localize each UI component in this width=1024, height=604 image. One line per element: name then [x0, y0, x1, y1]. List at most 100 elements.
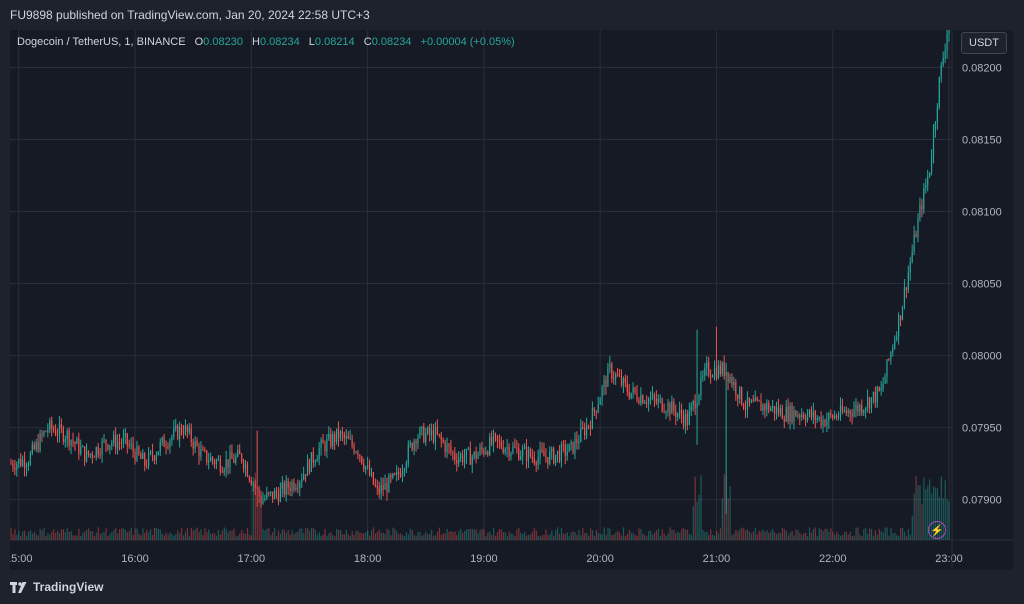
volume-bar: [582, 528, 583, 540]
volume-bar: [708, 535, 709, 540]
volume-bar: [71, 531, 72, 540]
volume-bar: [51, 532, 52, 540]
candle-body: [757, 398, 758, 400]
candle-body: [237, 450, 238, 456]
volume-bar: [507, 536, 508, 540]
candle-body: [412, 443, 413, 450]
x-tick-label: 20:00: [586, 553, 614, 565]
volume-bar: [472, 529, 473, 540]
candle-body: [733, 382, 734, 385]
candle-body: [664, 411, 665, 412]
candle-body: [898, 315, 899, 336]
currency-button[interactable]: USDT: [961, 32, 1007, 54]
candle-body: [417, 437, 418, 443]
volume-bar: [609, 529, 610, 540]
candle-body: [185, 425, 186, 433]
candle-body: [330, 434, 331, 446]
volume-bar: [526, 535, 527, 540]
volume-bar: [739, 529, 740, 540]
candle-body: [202, 449, 203, 450]
candle-body: [450, 447, 451, 452]
candle-body: [739, 387, 740, 399]
volume-bar: [751, 533, 752, 540]
lightning-icon[interactable]: ⚡: [928, 521, 946, 539]
candle-body: [813, 411, 814, 417]
candle-body: [945, 50, 946, 58]
y-tick-label: 0.07900: [962, 495, 1002, 507]
price-chart[interactable]: 0.08200 0.08150 0.08100 0.08050 0.08000 0.079…: [10, 30, 1013, 570]
volume-bar: [158, 529, 159, 540]
candle-body: [61, 424, 62, 429]
volume-bar: [342, 534, 343, 540]
candle-body: [379, 487, 380, 493]
candle-body: [939, 77, 940, 107]
candle-body: [520, 456, 521, 459]
candle-body: [127, 434, 128, 446]
volume-bar: [532, 532, 533, 540]
candle-body: [729, 377, 730, 382]
volume-bar: [671, 530, 672, 540]
candle-body: [119, 442, 120, 443]
candle-body: [173, 428, 174, 436]
volume-bar: [759, 531, 760, 540]
candle-body: [101, 441, 102, 455]
candle-body: [603, 380, 604, 387]
volume-bar: [14, 529, 15, 540]
candle-body: [910, 262, 911, 272]
volume-bar: [509, 532, 510, 540]
volume-bar: [406, 532, 407, 540]
candle-body: [342, 432, 343, 434]
candle-body: [906, 287, 907, 290]
volume-bar: [98, 527, 99, 540]
volume-bar: [38, 536, 39, 540]
candle-body: [838, 417, 839, 418]
volume-bar: [69, 532, 70, 540]
candle-body: [786, 407, 787, 421]
candle-body: [260, 496, 261, 504]
volume-bar: [166, 533, 167, 540]
candle-body: [710, 375, 711, 376]
candle-body: [415, 441, 416, 443]
candle-body: [665, 412, 666, 413]
candle-body: [142, 454, 143, 459]
volume-bar: [621, 536, 622, 540]
volume-bar: [171, 534, 172, 540]
candle-body: [737, 395, 738, 399]
volume-bar: [914, 493, 915, 540]
candle-body: [425, 433, 426, 442]
brand[interactable]: TradingView: [10, 580, 103, 594]
volume-bar: [167, 535, 168, 540]
symbol-title: Dogecoin / TetherUS, 1, BINANCE: [17, 36, 186, 48]
candle-body: [338, 428, 339, 438]
candle-body: [187, 425, 188, 431]
volume-bar: [912, 516, 913, 540]
volume-bar: [30, 530, 31, 540]
candle-body: [162, 437, 163, 442]
candle-body: [706, 363, 707, 368]
volume-bar: [757, 534, 758, 540]
volume-bar: [844, 532, 845, 540]
volume-bar: [722, 499, 723, 540]
volume-bar: [846, 531, 847, 540]
volume-bar: [257, 503, 258, 540]
candle-body: [206, 450, 207, 462]
candle-body: [514, 447, 515, 448]
candle-body: [189, 428, 190, 432]
candle-body: [570, 442, 571, 444]
volume-bar: [921, 504, 922, 540]
candle-body: [617, 374, 618, 376]
candle-body: [867, 398, 868, 408]
candle-body: [489, 437, 490, 455]
volume-bar: [795, 530, 796, 540]
volume-bar: [437, 532, 438, 540]
candle-body: [363, 463, 364, 469]
volume-bar: [578, 530, 579, 540]
candle-body: [468, 448, 469, 449]
candle-body: [293, 482, 294, 489]
candle-body: [507, 447, 508, 449]
volume-bar: [259, 499, 260, 540]
candle-body: [289, 488, 290, 491]
candle-body: [499, 440, 500, 441]
volume-bar: [18, 531, 19, 540]
candle-body: [801, 415, 802, 418]
